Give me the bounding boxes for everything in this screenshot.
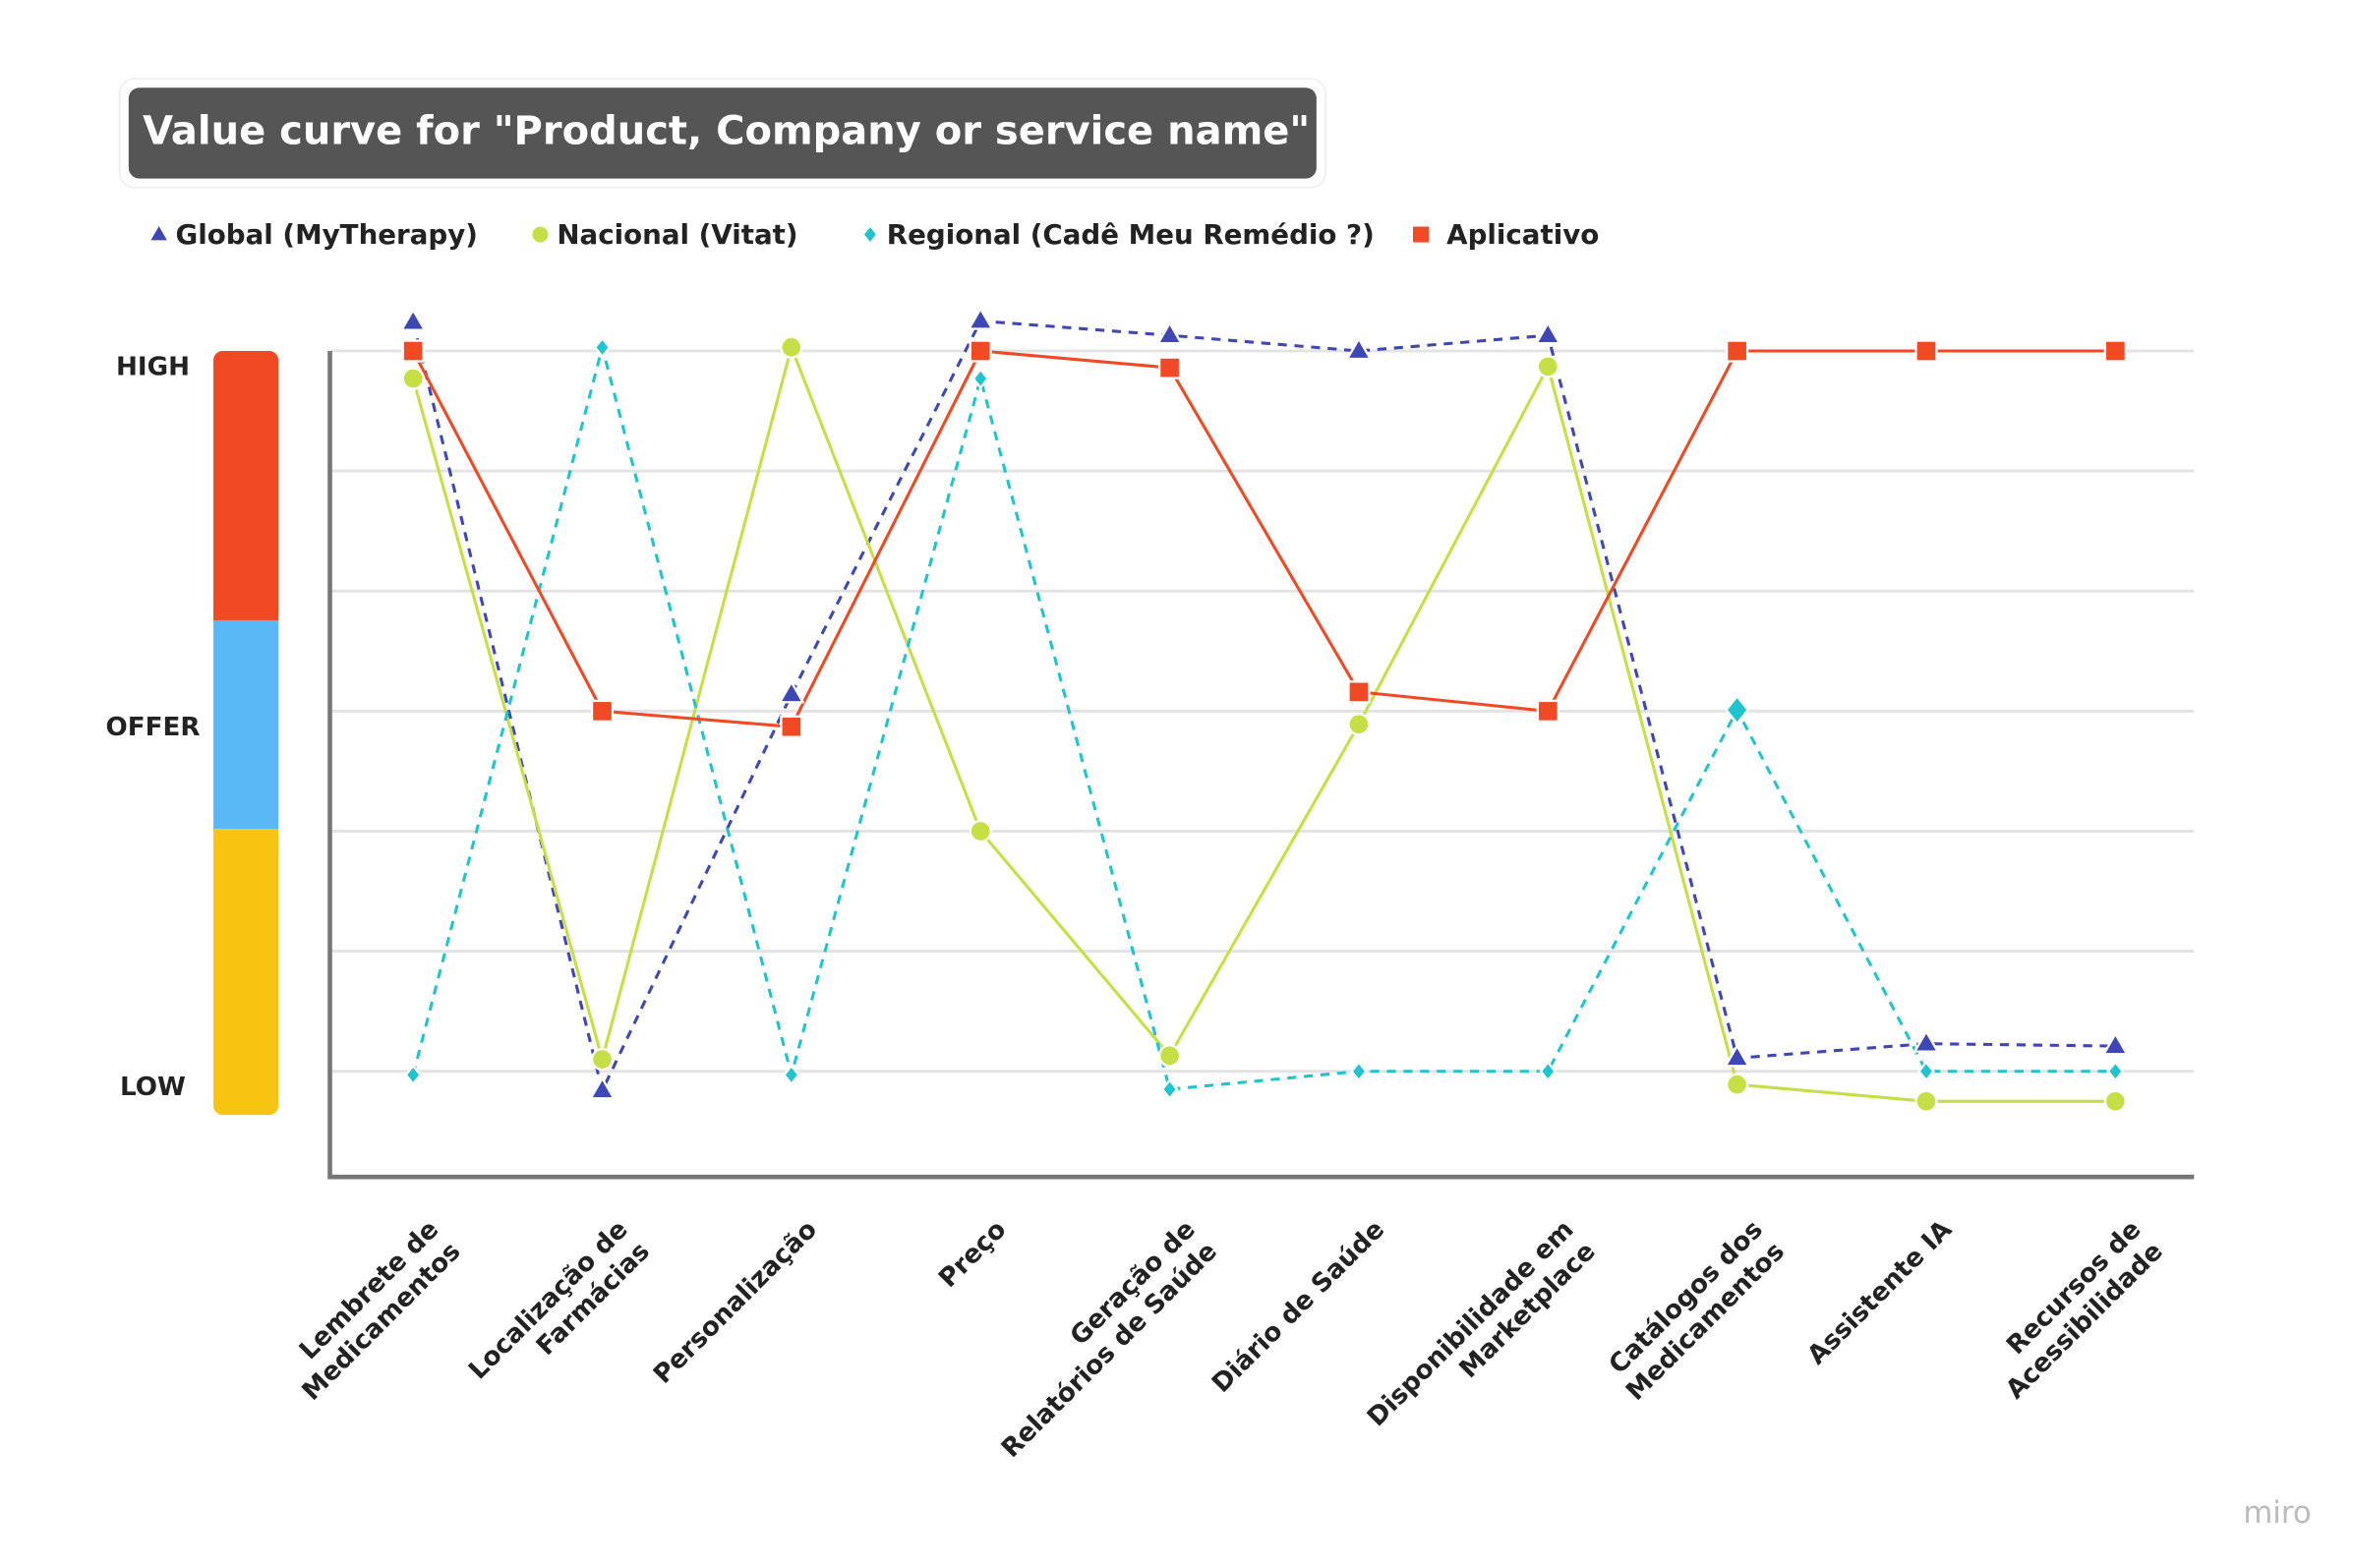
data-point — [780, 335, 803, 359]
data-point — [1917, 1060, 1935, 1082]
data-point — [2101, 1031, 2130, 1056]
data-point — [1726, 1073, 1749, 1096]
data-point — [401, 339, 425, 363]
x-tick-label: Preço — [933, 1214, 1012, 1293]
x-tick-label: Diário de Saúde — [1206, 1214, 1390, 1398]
x-tick-label: Geração deRelatórios de Saúde — [973, 1214, 1222, 1463]
data-point — [2103, 339, 2127, 363]
data-point — [401, 367, 425, 390]
x-tick-label: Localização deFarmácias — [463, 1214, 656, 1407]
data-point — [1160, 1077, 1179, 1101]
series-line — [411, 341, 2116, 1091]
data-point — [588, 1075, 617, 1100]
level-bar-high — [213, 351, 279, 620]
level-bar-low — [213, 829, 279, 1116]
data-point — [1536, 699, 1559, 723]
data-point — [1347, 680, 1371, 704]
data-point — [1157, 1044, 1182, 1068]
data-point — [1345, 336, 1373, 361]
x-tick-label: Personalização — [648, 1214, 823, 1389]
x-tick-label: Catálogos dosMedicamentos — [1599, 1214, 1791, 1406]
data-point — [1350, 1060, 1368, 1082]
series-line — [411, 319, 2116, 1095]
series-line — [411, 342, 2116, 1103]
data-point — [1536, 355, 1559, 378]
data-point — [778, 679, 805, 704]
chart-title: Value curve for "Product, Company or ser… — [143, 108, 1310, 153]
data-point — [1723, 1043, 1751, 1068]
data-point — [1539, 1060, 1558, 1082]
title-box — [128, 87, 1317, 179]
legend-label: Regional (Cadê Meu Remédio ?) — [887, 218, 1375, 251]
data-point — [590, 699, 615, 723]
data-point — [399, 308, 427, 331]
data-point — [2106, 1060, 2125, 1082]
x-tick-label: Assistente IA — [1801, 1214, 1958, 1370]
legend-marker — [861, 223, 879, 246]
x-tick-label: Lembrete deMedicamentos — [274, 1214, 466, 1406]
level-bar-low — [213, 829, 279, 844]
data-point — [593, 336, 612, 359]
x-tick-label: Recursos deAcessibilidade — [1978, 1214, 2168, 1404]
legend-marker — [530, 224, 551, 245]
legend-marker — [147, 221, 171, 243]
y-tick-label: LOW — [120, 1073, 186, 1102]
y-tick-label: HIGH — [116, 352, 190, 381]
data-point — [971, 368, 990, 390]
level-bar-offer — [213, 619, 279, 830]
data-point — [1157, 356, 1182, 379]
series-line — [411, 349, 2116, 728]
y-tick-label: OFFER — [105, 713, 200, 742]
data-point — [590, 1047, 615, 1072]
x-tick-label: Disponibilidade emMarketplace — [1362, 1214, 1602, 1454]
data-point — [1155, 320, 1184, 345]
data-point — [1347, 713, 1371, 736]
legend-label: Global (MyTherapy) — [176, 218, 478, 251]
legend-label: Nacional (Vitat) — [557, 218, 797, 251]
data-point — [1914, 1089, 1938, 1113]
data-point — [780, 715, 803, 738]
data-point — [1914, 339, 1938, 363]
data-point — [969, 819, 992, 843]
data-point — [783, 1064, 800, 1086]
data-point — [1912, 1029, 1940, 1053]
watermark: miro — [2243, 1495, 2311, 1531]
data-point — [967, 306, 994, 330]
data-point — [969, 339, 992, 363]
data-point — [1726, 339, 1749, 363]
legend-marker — [1410, 224, 1432, 245]
legend-label: Aplicativo — [1446, 218, 1599, 251]
data-point — [1534, 320, 1561, 345]
data-point — [1725, 694, 1750, 726]
data-point — [404, 1064, 423, 1086]
axis-line — [327, 351, 2195, 1180]
data-point — [2103, 1089, 2127, 1113]
